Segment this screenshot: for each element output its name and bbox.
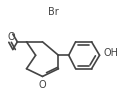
Text: O: O	[7, 31, 15, 41]
Text: O: O	[38, 80, 46, 90]
Text: Br: Br	[48, 7, 59, 17]
Text: OH: OH	[104, 48, 119, 58]
